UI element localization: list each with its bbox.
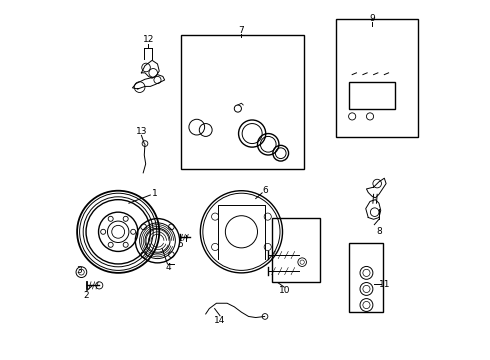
Polygon shape bbox=[132, 75, 165, 89]
Polygon shape bbox=[367, 178, 386, 198]
Text: 13: 13 bbox=[136, 127, 147, 136]
Bar bbox=[348, 82, 395, 109]
Text: 11: 11 bbox=[379, 280, 391, 289]
Text: 2: 2 bbox=[83, 291, 89, 300]
Text: 10: 10 bbox=[278, 286, 290, 295]
Text: 9: 9 bbox=[369, 14, 375, 23]
Bar bbox=[181, 35, 304, 169]
Circle shape bbox=[112, 225, 124, 238]
Text: 8: 8 bbox=[376, 227, 382, 236]
Text: 3: 3 bbox=[76, 266, 82, 275]
Text: 12: 12 bbox=[143, 36, 154, 45]
Bar bbox=[336, 19, 418, 137]
Bar bbox=[348, 243, 383, 312]
Text: 1: 1 bbox=[152, 189, 158, 198]
Text: 6: 6 bbox=[262, 186, 268, 195]
Text: 7: 7 bbox=[239, 26, 245, 35]
Bar bbox=[272, 217, 320, 282]
Text: 14: 14 bbox=[214, 315, 226, 324]
Polygon shape bbox=[142, 60, 159, 78]
Polygon shape bbox=[366, 200, 381, 219]
Text: 4: 4 bbox=[166, 264, 171, 273]
Text: 5: 5 bbox=[177, 240, 183, 249]
